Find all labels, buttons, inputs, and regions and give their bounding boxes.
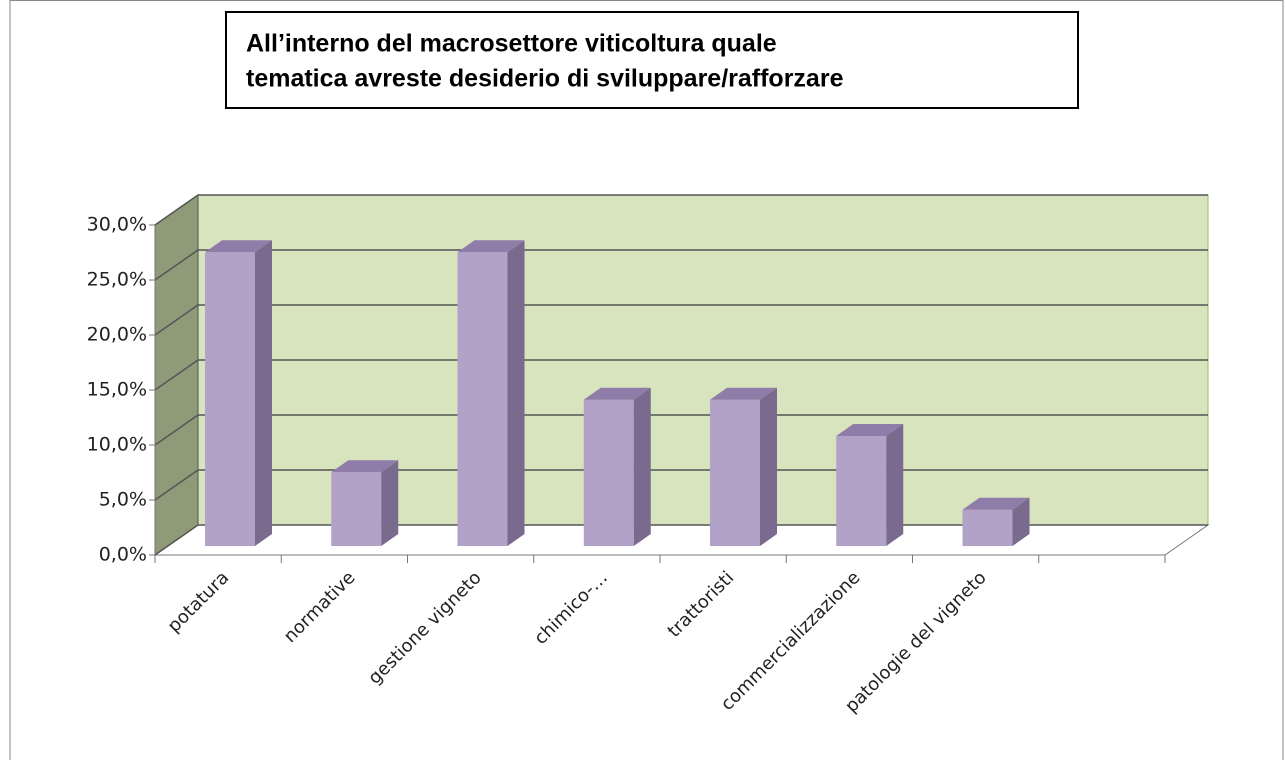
y-tick-label: 25,0% xyxy=(87,269,147,291)
bar-side xyxy=(1012,497,1030,546)
x-tick-label: gestione vigneto xyxy=(364,567,485,688)
chart-title: tematica avreste desiderio di sviluppare… xyxy=(246,65,844,93)
bar xyxy=(205,252,255,547)
y-tick-label: 15,0% xyxy=(87,379,147,401)
bar xyxy=(836,436,887,546)
floor xyxy=(153,524,1210,556)
y-tick-label: 10,0% xyxy=(87,434,147,456)
bar-side xyxy=(507,240,525,547)
chart-frame xyxy=(9,0,1284,760)
x-tick-label: patologie del vigneto xyxy=(841,567,991,717)
bar-top xyxy=(331,460,399,473)
x-tick-label: commercializzazione xyxy=(717,567,865,715)
bar xyxy=(710,399,760,546)
x-tick-label: chimico-… xyxy=(530,567,612,649)
grid-line xyxy=(154,414,1208,446)
bar-side xyxy=(381,460,399,546)
bar-top xyxy=(457,240,525,253)
y-tick-label: 0,0% xyxy=(99,544,147,566)
grid-line xyxy=(154,194,1208,226)
bar-top xyxy=(205,240,272,253)
bar-side xyxy=(760,387,777,546)
bar xyxy=(583,399,634,546)
bar-side xyxy=(886,424,904,546)
bar-top xyxy=(836,424,904,436)
chart-title: All’interno del macrosettore viticoltura… xyxy=(246,30,777,58)
title-box xyxy=(225,11,1079,109)
bar-top xyxy=(583,387,651,400)
y-tick-label: 20,0% xyxy=(87,324,147,346)
bar-side xyxy=(255,240,272,547)
grid-line xyxy=(154,359,1208,391)
bar xyxy=(457,252,508,547)
grid-line xyxy=(154,304,1208,336)
bar-side xyxy=(633,387,651,546)
x-tick-label: trattoristi xyxy=(664,567,739,642)
x-tick-label: normative xyxy=(280,567,360,647)
bar-top xyxy=(710,387,777,400)
bar xyxy=(331,472,382,546)
y-tick-label: 5,0% xyxy=(99,489,147,511)
y-tick-label: 30,0% xyxy=(87,214,147,236)
bar-top xyxy=(962,497,1030,510)
x-tick-label: potatura xyxy=(164,567,234,637)
bar xyxy=(962,509,1013,546)
grid-line xyxy=(154,249,1208,281)
